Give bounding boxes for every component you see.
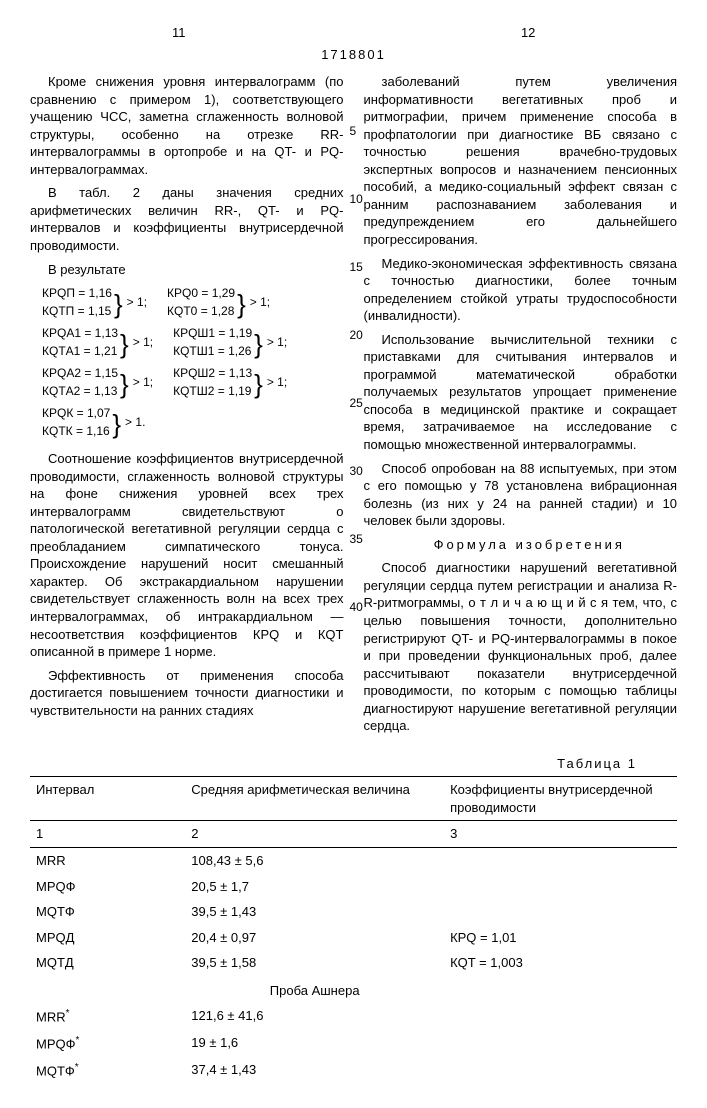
para: Кроме снижения уровня интервалограмм (по… [30, 73, 344, 178]
line-num: 30 [350, 463, 363, 479]
col-header: Интервал [30, 777, 185, 821]
line-num: 15 [350, 259, 363, 275]
col-num: 1 [30, 821, 185, 848]
page-num-right: 12 [379, 24, 677, 42]
table-row: MQTД39,5 ± 1,58КQT = 1,003 [30, 950, 677, 976]
table-title: Таблица 1 [30, 755, 637, 773]
left-column: Кроме снижения уровня интервалограмм (по… [30, 73, 344, 741]
table-row: MQTФ39,5 ± 1,43 [30, 899, 677, 925]
line-num: 25 [350, 395, 363, 411]
page-numbers: 11 12 [30, 24, 677, 42]
para: В табл. 2 даны значения средних арифмети… [30, 184, 344, 254]
table-row: MPQФ*19 ± 1,6 [30, 1030, 677, 1057]
para: В результате [30, 261, 344, 279]
table-row: MPQФ20,5 ± 1,7 [30, 874, 677, 900]
line-num: 35 [350, 531, 363, 547]
line-num: 20 [350, 327, 363, 343]
table-row: MRR108,43 ± 5,6 [30, 847, 677, 873]
para: заболеваний путем увеличения информативн… [364, 73, 678, 248]
col-header: Средняя арифметическая величина [185, 777, 444, 821]
coefficient-block: КPQП = 1,16КQTП = 1,15 }> 1; КPQ0 = 1,29… [42, 284, 344, 440]
data-table: Интервал Средняя арифметическая величина… [30, 776, 677, 1084]
table-subhead: Проба Ашнера [30, 976, 677, 1004]
col-header: Коэффициенты внутрисердечной проводимост… [444, 777, 677, 821]
claim-title: Формула изобретения [364, 536, 678, 554]
page-num-left: 11 [30, 24, 328, 42]
doc-number: 1718801 [30, 46, 677, 64]
col-num: 3 [444, 821, 677, 848]
col-num: 2 [185, 821, 444, 848]
para: Эффективность от применения способа дост… [30, 667, 344, 720]
para: Способ опробован на 88 испытуемых, при э… [364, 460, 678, 530]
para: Медико-экономическая эффективность связа… [364, 255, 678, 325]
para: Способ диагностики нарушений вегетативно… [364, 559, 678, 734]
line-num: 10 [350, 191, 363, 207]
table-row: MRR*121,6 ± 41,6 [30, 1003, 677, 1030]
line-num: 5 [350, 123, 357, 139]
para: Соотношение коэффициентов внутрисердечно… [30, 450, 344, 661]
table-row: MQTФ*37,4 ± 1,43 [30, 1057, 677, 1084]
table-row: MPQД20,4 ± 0,97КPQ = 1,01 [30, 925, 677, 951]
line-num: 40 [350, 599, 363, 615]
two-column-body: Кроме снижения уровня интервалограмм (по… [30, 73, 677, 741]
para: Использование вычислительной техники с п… [364, 331, 678, 454]
right-column: 5 10 15 20 25 30 35 40 заболеваний путем… [364, 73, 678, 741]
